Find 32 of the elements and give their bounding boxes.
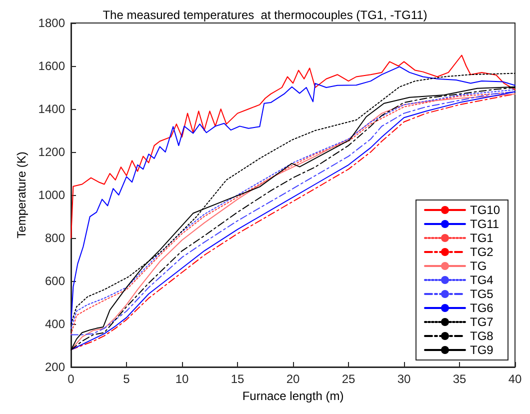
x-tick-label: 40 <box>508 372 522 386</box>
y-tick-label: 1600 <box>38 59 66 73</box>
legend-label: TG7 <box>470 315 494 329</box>
y-tick-label: 1000 <box>38 188 66 202</box>
y-tick-label: 1800 <box>38 16 66 30</box>
x-tick-label: 20 <box>286 372 300 386</box>
y-tick-label: 200 <box>44 360 66 374</box>
y-tick-label: 800 <box>44 231 66 245</box>
chart-title: The measured temperatures at thermocouples (TG1, -TG11) <box>102 8 428 22</box>
x-tick-label: 25 <box>342 372 356 386</box>
y-tick-label: 1200 <box>38 145 66 159</box>
y-axis-title: Temperature (K) <box>14 152 28 238</box>
legend-label: TG11 <box>470 217 500 231</box>
x-tick-label: 5 <box>123 372 130 386</box>
legend-label: TG10 <box>470 203 500 217</box>
legend-label: TG <box>470 259 487 273</box>
legend-label: TG1 <box>470 231 494 245</box>
x-tick-label: 15 <box>230 372 244 386</box>
x-tick-label: 0 <box>68 372 75 386</box>
legend-label: TG9 <box>470 343 494 357</box>
legend-label: TG4 <box>470 273 494 287</box>
legend-label: TG5 <box>470 287 494 301</box>
legend-label: TG8 <box>470 329 494 343</box>
y-tick-label: 600 <box>44 274 66 288</box>
x-tick-label: 35 <box>452 372 466 386</box>
y-tick-label: 400 <box>44 317 66 331</box>
x-tick-label: 30 <box>397 372 411 386</box>
legend-label: TG2 <box>470 245 494 259</box>
y-tick-label: 1400 <box>38 102 66 116</box>
x-axis-title: Furnace length (m) <box>242 388 344 403</box>
x-tick-label: 10 <box>175 372 189 386</box>
legend-label: TG6 <box>470 301 494 315</box>
